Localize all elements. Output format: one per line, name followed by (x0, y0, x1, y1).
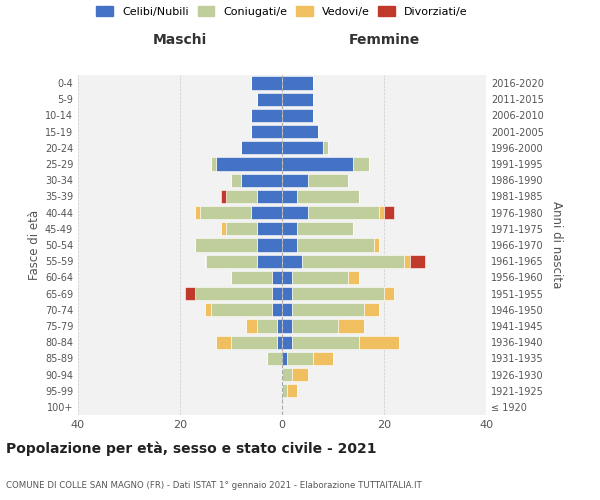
Bar (196, 238, 257, 252)
Bar (308, 206, 379, 220)
Bar (292, 270, 349, 284)
Bar (292, 287, 384, 300)
Bar (211, 303, 272, 316)
Bar (282, 222, 298, 235)
Bar (292, 336, 359, 349)
Bar (410, 254, 425, 268)
Bar (185, 287, 196, 300)
Bar (272, 287, 282, 300)
Bar (349, 270, 359, 284)
Bar (282, 92, 313, 106)
Bar (282, 368, 292, 381)
Bar (313, 352, 333, 365)
Y-axis label: Fasce di età: Fasce di età (28, 210, 41, 280)
Bar (257, 320, 277, 332)
Bar (298, 190, 359, 203)
Bar (323, 141, 328, 154)
Bar (200, 206, 251, 220)
Bar (282, 287, 292, 300)
Bar (282, 125, 318, 138)
Bar (216, 158, 282, 170)
Bar (206, 254, 257, 268)
Text: Maschi: Maschi (153, 34, 207, 48)
Bar (196, 287, 272, 300)
Bar (196, 206, 200, 220)
Bar (241, 174, 282, 187)
Bar (282, 336, 292, 349)
Bar (353, 158, 369, 170)
Bar (247, 320, 257, 332)
Bar (404, 254, 410, 268)
Bar (282, 158, 353, 170)
Bar (231, 174, 241, 187)
Bar (226, 190, 257, 203)
Bar (302, 254, 404, 268)
Bar (282, 174, 308, 187)
Bar (308, 174, 349, 187)
Bar (206, 303, 211, 316)
Bar (374, 238, 379, 252)
Bar (292, 368, 308, 381)
Bar (359, 336, 400, 349)
Bar (384, 206, 394, 220)
Bar (231, 336, 277, 349)
Bar (251, 76, 282, 90)
Bar (298, 238, 374, 252)
Bar (272, 270, 282, 284)
Bar (257, 238, 282, 252)
Text: COMUNE DI COLLE SAN MAGNO (FR) - Dati ISTAT 1° gennaio 2021 - Elaborazione TUTTA: COMUNE DI COLLE SAN MAGNO (FR) - Dati IS… (6, 480, 422, 490)
Bar (267, 352, 282, 365)
Bar (272, 303, 282, 316)
Bar (251, 125, 282, 138)
Bar (257, 92, 282, 106)
Legend: Celibi/Nubili, Coniugati/e, Vedovi/e, Divorziati/e: Celibi/Nubili, Coniugati/e, Vedovi/e, Di… (97, 6, 467, 16)
Bar (282, 76, 313, 90)
Text: Popolazione per età, sesso e stato civile - 2021: Popolazione per età, sesso e stato civil… (6, 441, 377, 456)
Bar (282, 320, 292, 332)
Bar (287, 352, 313, 365)
Bar (216, 336, 231, 349)
Bar (282, 109, 313, 122)
Bar (384, 287, 394, 300)
Bar (221, 222, 226, 235)
Bar (251, 206, 282, 220)
Bar (282, 303, 292, 316)
Bar (282, 141, 323, 154)
Bar (277, 320, 282, 332)
Bar (221, 190, 226, 203)
Bar (231, 270, 272, 284)
Bar (257, 222, 282, 235)
Y-axis label: Anni di nascita: Anni di nascita (550, 202, 563, 288)
Bar (282, 254, 302, 268)
Bar (282, 238, 298, 252)
Bar (292, 303, 364, 316)
Bar (277, 336, 282, 349)
Bar (292, 320, 338, 332)
Bar (364, 303, 379, 316)
Bar (241, 141, 282, 154)
Bar (379, 206, 384, 220)
Bar (226, 222, 257, 235)
Bar (251, 109, 282, 122)
Bar (298, 222, 353, 235)
Bar (287, 384, 298, 398)
Bar (282, 190, 298, 203)
Bar (282, 270, 292, 284)
Bar (257, 254, 282, 268)
Bar (211, 158, 216, 170)
Bar (282, 206, 308, 220)
Bar (282, 352, 287, 365)
Bar (282, 384, 287, 398)
Text: Femmine: Femmine (349, 34, 419, 48)
Bar (257, 190, 282, 203)
Bar (338, 320, 364, 332)
